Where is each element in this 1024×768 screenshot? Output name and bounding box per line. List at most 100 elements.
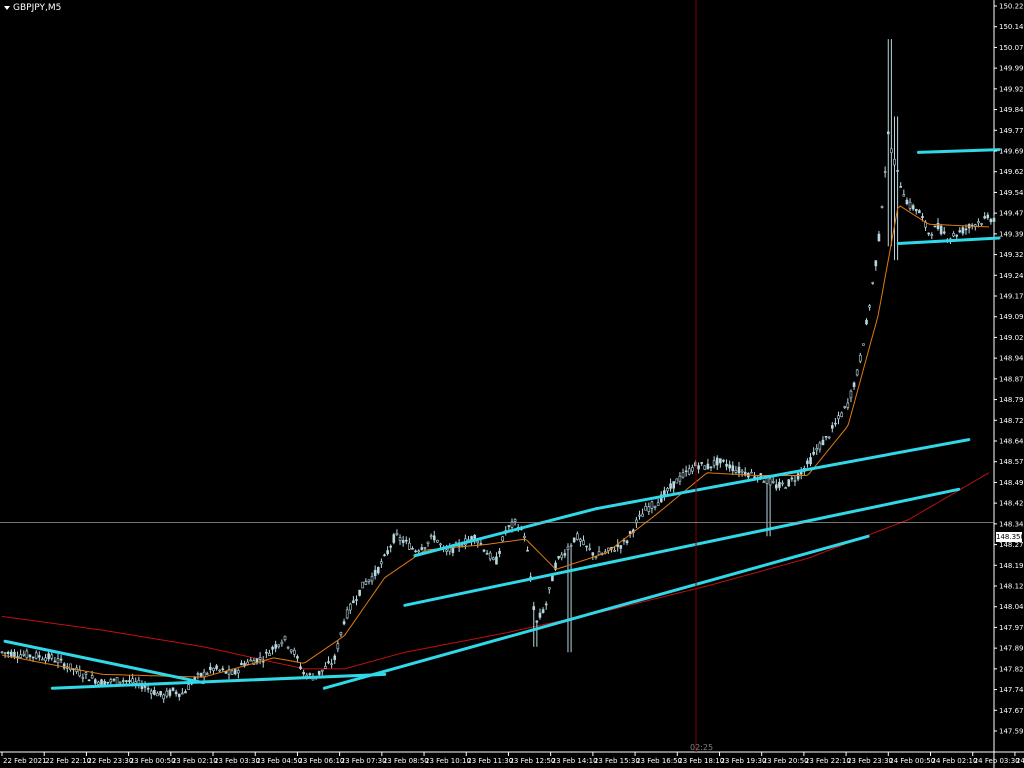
price-tick-label: 148.195 — [999, 562, 1024, 570]
candle-body — [750, 471, 753, 474]
time-tick-label: 24 Feb 00:50 — [889, 757, 935, 765]
trendline — [322, 534, 870, 690]
candle-body — [212, 667, 215, 672]
candle-body — [865, 319, 868, 325]
candle-body — [209, 666, 212, 670]
price-tick-label: 147.820 — [999, 665, 1024, 673]
price-tick-label: 149.770 — [999, 127, 1024, 135]
price-tick-label: 149.320 — [999, 251, 1024, 259]
candle-body — [348, 603, 352, 611]
candle-body — [205, 673, 209, 675]
candle-body — [50, 654, 54, 659]
trendline — [50, 672, 387, 690]
price-tick-label: 149.170 — [999, 293, 1024, 301]
time-tick-label: 23 Feb 00:50 — [130, 757, 176, 765]
time-tick-label: 23 Feb 18:10 — [678, 757, 724, 765]
price-tick-label: 149.245 — [999, 272, 1024, 280]
candle-body — [268, 652, 271, 656]
candle-body — [607, 547, 610, 551]
candle-body — [330, 663, 333, 666]
symbol-label[interactable]: GBPJPY,M5 — [4, 3, 61, 13]
slow-moving-average — [1, 472, 990, 670]
candle-body — [675, 478, 679, 484]
candle-body — [523, 535, 526, 538]
candle-body — [787, 479, 791, 487]
candle-body — [980, 223, 983, 225]
candle-body — [429, 535, 433, 538]
candle-body — [709, 466, 713, 469]
candle-body — [834, 422, 837, 425]
time-tick-label: 23 Feb 06:10 — [298, 757, 344, 765]
trendlines[interactable] — [3, 148, 1001, 690]
candle-body — [165, 690, 169, 697]
candle-body — [401, 540, 405, 543]
time-tick-label: 23 Feb 16:50 — [636, 757, 682, 765]
candle-body — [582, 540, 585, 545]
candle-body — [880, 206, 884, 208]
price-tick-label: 149.995 — [999, 65, 1024, 73]
candle-body — [90, 675, 94, 679]
candle-body — [734, 469, 738, 473]
candle-body — [10, 651, 13, 658]
candle-body — [423, 547, 427, 549]
candle-body — [585, 545, 588, 548]
candle-body — [554, 562, 557, 570]
candle-body — [38, 655, 41, 658]
candle-body — [955, 234, 958, 237]
candle-body — [221, 668, 225, 671]
candle-body — [13, 651, 16, 657]
candle-body — [669, 483, 672, 489]
price-tick-label: 147.670 — [999, 707, 1024, 715]
candle-body — [218, 669, 221, 672]
candle-body — [380, 561, 383, 565]
candle-body — [78, 670, 82, 677]
dropdown-triangle-icon[interactable] — [4, 6, 10, 10]
candle-body — [681, 472, 685, 478]
candle-body — [737, 466, 741, 474]
candle-body — [830, 425, 834, 429]
candle-body — [821, 439, 825, 446]
price-tick-label: 147.895 — [999, 645, 1024, 653]
candle-body — [149, 690, 153, 694]
candle-body — [93, 679, 97, 684]
time-tick-label: 22 Feb 2021 — [3, 757, 47, 765]
candle-body — [687, 468, 691, 475]
candle-body — [87, 679, 91, 682]
crosshair-time-label: 02:25 — [690, 743, 714, 752]
candle-body — [762, 481, 766, 483]
candle-body — [753, 476, 756, 478]
candle-body — [293, 649, 296, 655]
candle-body — [740, 470, 744, 473]
time-tick-label: 23 Feb 15:30 — [594, 757, 640, 765]
candle-body — [588, 548, 592, 550]
candle-body — [237, 670, 240, 674]
candle-body — [398, 537, 402, 541]
candle-body — [513, 519, 517, 522]
candle-body — [324, 665, 327, 669]
candle-body — [395, 533, 399, 536]
price-tick-label: 149.620 — [999, 168, 1024, 176]
price-tick-label: 148.720 — [999, 417, 1024, 425]
candle-body — [271, 646, 274, 650]
candle-body — [479, 543, 483, 545]
candle-body — [852, 382, 856, 387]
candle-body — [703, 465, 707, 470]
candle-body — [0, 651, 4, 654]
candle-body — [815, 448, 819, 451]
candle-body — [778, 482, 781, 488]
candle-body — [918, 210, 921, 214]
candle-body — [196, 673, 200, 675]
candle-body — [3, 652, 7, 654]
price-tick-label: 149.395 — [999, 230, 1024, 238]
candle-body — [376, 566, 380, 574]
candle-body — [796, 473, 800, 480]
candle-body — [921, 216, 924, 218]
candle-body — [560, 554, 564, 558]
candle-body — [837, 415, 840, 420]
candle-body — [908, 201, 912, 209]
candle-body — [44, 657, 47, 662]
candle-body — [827, 436, 831, 439]
time-tick-label: 23 Feb 14:10 — [552, 757, 598, 765]
candle-body — [858, 354, 862, 362]
